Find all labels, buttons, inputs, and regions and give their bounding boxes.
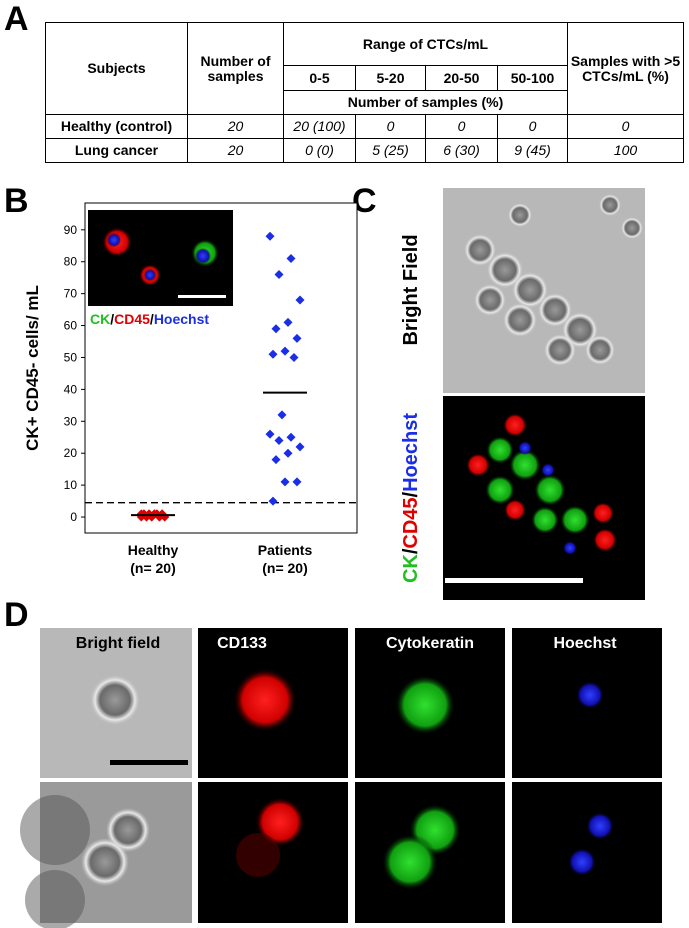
data-point [265, 429, 275, 439]
table-cell: 0 [425, 114, 498, 139]
data-point [271, 324, 281, 334]
header-cell: 5-20 [355, 65, 426, 91]
column-title: Bright field [76, 635, 160, 652]
legend-part: Hoechst [400, 413, 422, 492]
image-grid [20, 628, 662, 928]
y-tick-label: 70 [64, 287, 78, 301]
data-point [283, 448, 293, 458]
cell [195, 248, 211, 264]
bright-field-label: Bright Field [400, 234, 422, 345]
x-tick-note: (n= 20) [130, 560, 176, 576]
data-point [295, 442, 305, 452]
data-point [295, 295, 305, 305]
cell [144, 269, 156, 281]
legend-part: CK [400, 554, 422, 583]
y-tick-label: 80 [64, 255, 78, 269]
scale-bar [445, 578, 583, 583]
y-tick-label: 90 [64, 223, 78, 237]
data-point [286, 432, 296, 442]
table-cell: 6 (30) [425, 138, 498, 163]
panel-label: D [4, 596, 29, 634]
legend-part: / [400, 548, 422, 554]
panel-label: B [4, 182, 29, 220]
table-cell: Lung cancer [45, 138, 188, 163]
data-point [265, 231, 275, 241]
header-cell: Subjects [45, 22, 188, 115]
legend-part: / [400, 491, 422, 497]
x-tick-label: Patients [258, 542, 313, 558]
y-tick-label: 0 [70, 510, 77, 524]
legend-part: CD45 [400, 497, 422, 548]
y-tick-label: 40 [64, 382, 78, 396]
data-point [286, 254, 296, 264]
data-point [274, 269, 284, 279]
cell [107, 233, 121, 247]
data-point [283, 317, 293, 327]
data-point [280, 346, 290, 356]
x-tick-note: (n= 20) [262, 560, 308, 576]
data-point [280, 477, 290, 487]
data-point [271, 455, 281, 465]
column-title: Cytokeratin [386, 635, 474, 652]
panel-label: A [4, 0, 29, 38]
data-point [277, 410, 287, 420]
y-tick-label: 20 [64, 446, 78, 460]
table-cell: 5 (25) [355, 138, 426, 163]
x-tick-label: Healthy [128, 542, 179, 558]
y-tick-label: 50 [64, 350, 78, 364]
header-cell: 20-50 [425, 65, 498, 91]
data-point [292, 333, 302, 343]
data-point [289, 352, 299, 362]
cell-cluster [466, 413, 617, 555]
legend-part: CK [90, 311, 110, 327]
table-cell: 0 (0) [283, 138, 356, 163]
column-title: Hoechst [553, 635, 617, 652]
legend-part: / [150, 311, 154, 327]
data-point [268, 349, 278, 359]
header-cell: Samples with >5 CTCs/mL (%) [567, 22, 684, 115]
inset-legend: CK/CD45/Hoechst [90, 311, 209, 327]
table-cell: 0 [497, 114, 568, 139]
table-cell: 100 [567, 138, 684, 163]
summary-table: Subjects Number of samples Range of CTCs… [45, 22, 684, 163]
table-cell: 20 (100) [283, 114, 356, 139]
header-cell: 50-100 [497, 65, 568, 91]
header-cell: Number of samples [187, 22, 284, 115]
table-cell: 0 [355, 114, 426, 139]
stain-label: CK/CD45/Hoechst [400, 413, 422, 583]
header-cell: 0-5 [283, 65, 356, 91]
table-cell: 20 [187, 114, 284, 139]
cell-cluster [464, 194, 643, 366]
legend-part: Hoechst [154, 311, 210, 327]
data-point [274, 435, 284, 445]
table-cell: 9 (45) [497, 138, 568, 163]
column-title: CD133 [217, 635, 267, 652]
data-point [292, 477, 302, 487]
y-tick-label: 30 [64, 414, 78, 428]
table-cell: Healthy (control) [45, 114, 188, 139]
scale-bar [178, 295, 226, 298]
header-cell: Number of samples (%) [283, 90, 568, 115]
data-point [268, 496, 278, 506]
header-cell: Range of CTCs/mL [283, 22, 568, 66]
table-cell: 0 [567, 114, 684, 139]
legend-part: CD45 [114, 311, 150, 327]
y-tick-label: 60 [64, 319, 78, 333]
table-cell: 20 [187, 138, 284, 163]
y-tick-label: 10 [64, 478, 78, 492]
y-axis-label: CK+ CD45- cells/ mL [23, 285, 42, 451]
legend-part: / [110, 311, 114, 327]
